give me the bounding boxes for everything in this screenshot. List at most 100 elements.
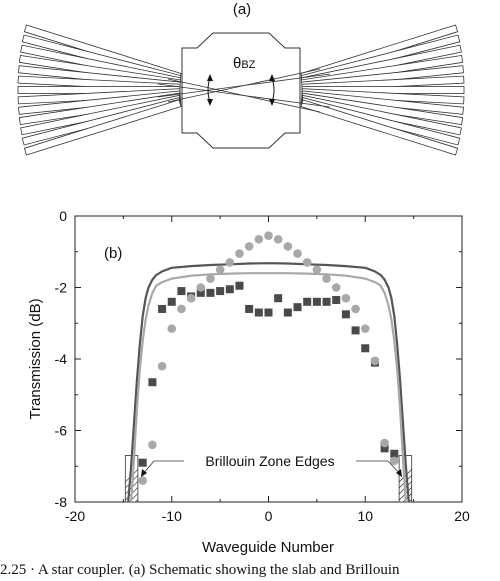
- circle-marker: [215, 265, 225, 274]
- square-marker: [245, 304, 254, 313]
- square-marker: [235, 281, 244, 290]
- angle-label: θBZ: [233, 55, 256, 72]
- circle-marker: [138, 476, 148, 485]
- square-marker: [322, 297, 331, 306]
- square-marker: [303, 297, 312, 306]
- x-tick-label: 10: [357, 508, 373, 524]
- circle-marker: [360, 324, 370, 333]
- hatch-line: [402, 492, 412, 502]
- circle-marker: [157, 361, 167, 371]
- circle-marker: [177, 304, 186, 314]
- ray-line: [167, 78, 321, 113]
- circle-marker: [167, 324, 177, 333]
- hatch-line: [451, 456, 497, 502]
- hatch-line: [159, 456, 205, 502]
- arrow-head-icon: [207, 99, 213, 106]
- circle-marker: [351, 304, 360, 314]
- panel-a: (a) θBZ: [17, 1, 465, 156]
- circle-marker: [186, 293, 196, 303]
- circle-marker: [225, 258, 235, 267]
- square-marker: [312, 297, 321, 306]
- square-marker: [167, 297, 176, 306]
- square-marker: [341, 310, 350, 319]
- square-marker: [158, 304, 167, 313]
- square-marker: [332, 296, 341, 305]
- series-markers: [138, 231, 399, 485]
- x-tick-label: 20: [454, 508, 470, 524]
- circle-marker: [331, 283, 341, 292]
- x-tick-label: -10: [162, 508, 182, 524]
- hatch-line: [457, 456, 500, 502]
- hatch-line: [415, 456, 461, 502]
- x-tick-label: 0: [265, 508, 273, 524]
- hatch-line: [399, 474, 412, 489]
- circle-marker: [235, 249, 244, 258]
- circle-marker: [254, 234, 264, 244]
- circle-marker: [380, 438, 389, 448]
- y-axis-label: Transmission (dB): [27, 298, 44, 419]
- square-marker: [216, 287, 225, 296]
- circle-marker: [312, 265, 322, 274]
- x-tick-label: -20: [65, 508, 85, 524]
- hatch-line: [445, 456, 491, 502]
- arrow-head-icon: [269, 99, 275, 106]
- hatch-line: [141, 456, 187, 502]
- square-marker: [225, 285, 234, 294]
- circle-marker: [283, 242, 293, 251]
- hatch-line: [147, 456, 193, 502]
- square-marker: [264, 308, 273, 317]
- hatch-line: [408, 498, 412, 502]
- square-marker: [351, 326, 360, 335]
- left-waveguide-array: [17, 24, 182, 156]
- hatch-line: [427, 456, 473, 502]
- square-marker: [254, 308, 263, 317]
- circle-marker: [196, 283, 206, 292]
- hatch-line: [399, 468, 412, 483]
- circle-marker: [341, 293, 351, 303]
- circle-marker: [244, 242, 254, 251]
- circle-marker: [322, 274, 331, 283]
- arrow-head-icon: [141, 469, 147, 477]
- square-marker: [206, 288, 215, 297]
- square-marker: [283, 308, 292, 317]
- panel-b-label: (b): [104, 245, 122, 262]
- brillouin-annotation: Brillouin Zone Edges: [205, 453, 334, 469]
- panel-a-label: (a): [233, 1, 251, 18]
- hatch-line: [125, 468, 138, 483]
- circle-marker: [264, 231, 273, 240]
- y-tick-label: -6: [55, 423, 68, 439]
- square-marker: [380, 444, 389, 453]
- square-marker: [274, 294, 283, 303]
- circle-marker: [370, 356, 380, 366]
- arrow-head-icon: [396, 469, 402, 477]
- figure-caption: 2.25 · A star coupler. (a) Schematic sho…: [0, 562, 400, 578]
- square-marker: [361, 344, 370, 353]
- circle-marker: [293, 249, 302, 258]
- x-axis-label: Waveguide Number: [202, 539, 334, 556]
- hatch-line: [153, 456, 199, 502]
- series-line-1: [130, 272, 407, 503]
- y-tick-label: -8: [55, 494, 68, 510]
- circle-marker: [273, 234, 283, 244]
- y-tick-label: -4: [55, 351, 68, 367]
- square-marker: [177, 287, 186, 296]
- series-line-0: [127, 262, 410, 503]
- square-marker: [196, 288, 205, 297]
- hatch-line: [421, 456, 467, 502]
- axis-ticks: -20 -10 0 10 20 0 -2 -4 -6 -8: [55, 208, 470, 524]
- y-tick-label: 0: [59, 208, 67, 224]
- series-lines: [127, 262, 410, 503]
- circle-marker: [302, 258, 312, 267]
- circle-marker: [148, 440, 157, 450]
- slab-region: [181, 32, 301, 149]
- square-marker: [390, 449, 399, 458]
- arrow-head-icon: [269, 74, 275, 81]
- hatch-line: [433, 456, 479, 502]
- hatch-line: [125, 474, 138, 489]
- y-tick-label: -2: [55, 280, 68, 296]
- square-marker: [138, 458, 147, 467]
- hatch-line: [129, 492, 138, 502]
- arrow-head-icon: [207, 74, 213, 81]
- square-marker: [293, 303, 302, 312]
